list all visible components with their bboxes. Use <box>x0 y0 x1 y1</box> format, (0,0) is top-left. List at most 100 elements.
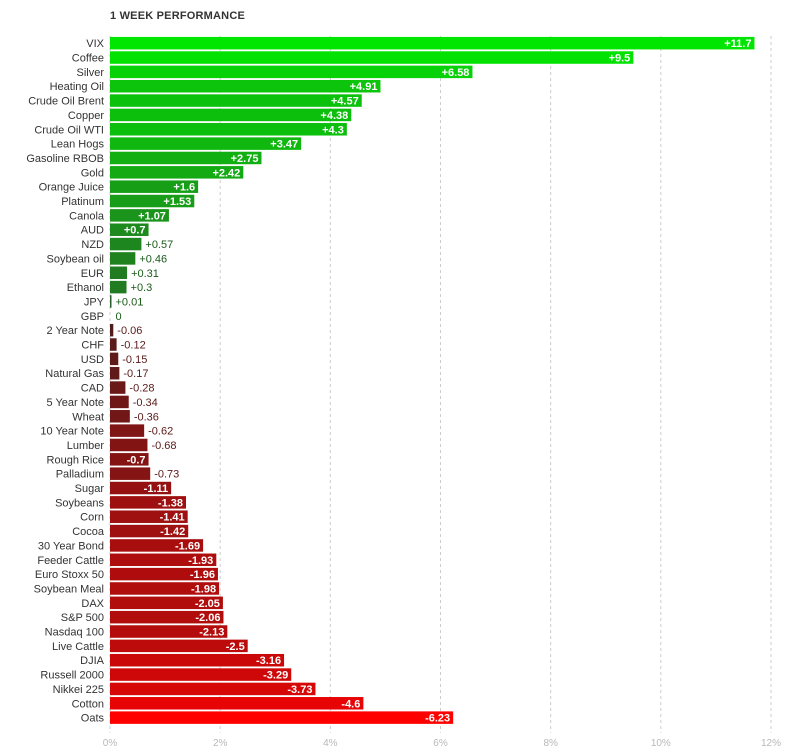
value-label: -0.12 <box>121 340 146 352</box>
value-label: -6.23 <box>425 713 450 725</box>
bar <box>110 237 142 251</box>
value-label: 0 <box>116 311 122 323</box>
bar <box>110 653 285 667</box>
category-label: Gasoline RBOB <box>26 153 104 165</box>
category-label: Feeder Cattle <box>37 555 104 567</box>
category-label: Natural Gas <box>45 368 104 380</box>
bar <box>110 596 223 610</box>
value-label: -0.62 <box>148 426 173 438</box>
value-label: +4.91 <box>350 81 378 93</box>
value-label: +9.5 <box>609 53 631 65</box>
bar <box>110 625 228 638</box>
value-label: +0.01 <box>116 296 144 308</box>
bar <box>110 295 112 308</box>
value-label: +6.58 <box>442 67 470 79</box>
category-label: Russell 2000 <box>40 670 104 682</box>
bar <box>110 481 172 495</box>
bar <box>110 123 347 136</box>
value-label: +4.57 <box>331 96 359 108</box>
bar <box>110 94 362 107</box>
bar <box>110 539 204 552</box>
category-label: Heating Oil <box>50 81 104 93</box>
value-label: +1.07 <box>138 210 166 222</box>
value-label: -0.17 <box>123 368 148 380</box>
value-label: -2.06 <box>195 612 220 624</box>
category-label: Euro Stoxx 50 <box>35 569 104 581</box>
category-label: 5 Year Note <box>47 397 105 409</box>
category-label: CAD <box>81 383 104 395</box>
bar <box>110 65 473 79</box>
category-label: Rough Rice <box>47 454 104 466</box>
value-label: +4.38 <box>320 110 348 122</box>
category-label: Crude Oil WTI <box>34 124 104 136</box>
bar <box>110 553 217 567</box>
category-label: Corn <box>80 512 104 524</box>
bar <box>110 223 149 236</box>
value-label: -3.16 <box>256 655 281 667</box>
bar <box>110 510 188 523</box>
category-label: JPY <box>84 296 105 308</box>
bar <box>110 252 136 265</box>
category-label: Lean Hogs <box>51 139 105 151</box>
value-label: -0.7 <box>127 454 146 466</box>
bar <box>110 682 316 696</box>
bar <box>110 395 129 409</box>
bar <box>110 668 292 681</box>
category-label: DAX <box>81 598 104 610</box>
value-label: -0.73 <box>154 469 179 481</box>
category-label: Ethanol <box>67 282 104 294</box>
bar <box>110 582 220 595</box>
bars-layer <box>110 36 755 724</box>
bar <box>110 610 224 624</box>
bar <box>110 381 126 394</box>
bar <box>110 424 145 437</box>
bar <box>110 209 169 222</box>
bar <box>110 410 130 423</box>
bar <box>110 151 262 165</box>
category-label: Cocoa <box>72 526 105 538</box>
value-label: -2.13 <box>199 627 224 639</box>
value-label: -0.36 <box>134 411 159 423</box>
bar <box>110 194 195 208</box>
bar <box>110 467 151 480</box>
category-label: Oats <box>81 713 105 725</box>
bar <box>110 108 352 122</box>
category-label: Soybeans <box>55 497 104 509</box>
bar <box>110 79 381 93</box>
x-tick-label: 10% <box>651 738 671 749</box>
category-label: Copper <box>68 110 104 122</box>
category-label: S&P 500 <box>61 612 104 624</box>
category-label: Coffee <box>72 53 104 65</box>
category-label: Canola <box>69 210 105 222</box>
category-label: Crude Oil Brent <box>28 96 104 108</box>
bar <box>110 323 114 337</box>
category-label: Lumber <box>67 440 105 452</box>
x-tick-label: 2% <box>213 738 228 749</box>
value-label: +0.3 <box>131 282 153 294</box>
category-label: Gold <box>81 167 104 179</box>
value-label: -0.28 <box>129 383 154 395</box>
value-label: +0.31 <box>131 268 159 280</box>
bar <box>110 366 120 380</box>
category-label: CHF <box>81 340 104 352</box>
value-label: -4.6 <box>341 698 360 710</box>
category-label: Soybean oil <box>47 253 105 265</box>
bar <box>110 639 248 653</box>
value-label: -2.5 <box>226 641 245 653</box>
category-label: VIX <box>86 38 104 50</box>
bar <box>110 180 199 193</box>
value-label: -1.11 <box>144 483 168 495</box>
category-label: 30 Year Bond <box>38 540 104 552</box>
bar <box>110 453 149 466</box>
bar <box>110 496 187 509</box>
category-label: 2 Year Note <box>47 325 105 337</box>
category-label: Wheat <box>72 411 104 423</box>
category-label: NZD <box>81 239 104 251</box>
category-label: Sugar <box>75 483 105 495</box>
value-label: -1.69 <box>175 540 200 552</box>
value-label: -0.34 <box>133 397 158 409</box>
value-label: +1.53 <box>163 196 191 208</box>
bar <box>110 338 117 351</box>
value-label: +0.7 <box>124 225 146 237</box>
value-label: -1.93 <box>188 555 213 567</box>
